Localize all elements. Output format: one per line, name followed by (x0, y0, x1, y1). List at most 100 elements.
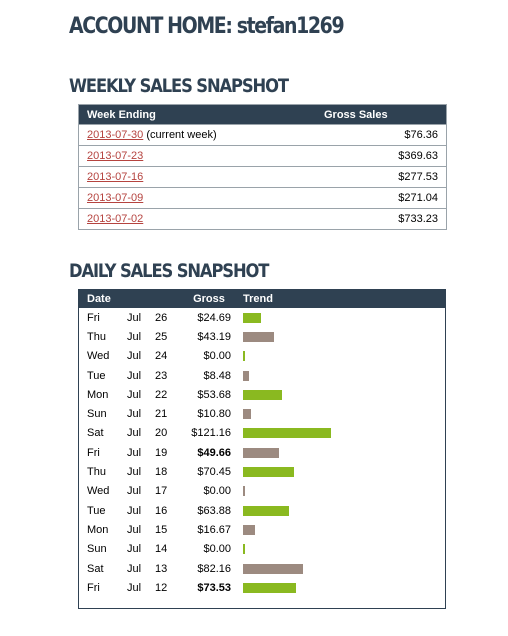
trend-bar (243, 389, 282, 400)
daily-row: Sat Jul 20 $121.16 (79, 424, 445, 443)
column-header-gross: Gross (187, 290, 231, 308)
trend-bar (243, 370, 249, 381)
trend-cell (231, 424, 445, 443)
daily-row: Wed Jul 17 $0.00 (79, 482, 445, 501)
weekly-row: 2013-07-02 $733.23 (78, 208, 447, 230)
date-cell: 26 (155, 311, 168, 324)
trend-cell (231, 520, 445, 539)
day-cell: Sat (87, 427, 104, 440)
weekly-header-row: Week Ending Gross Sales (78, 104, 447, 125)
daily-row: Wed Jul 24 $0.00 (79, 347, 445, 366)
week-ending-link[interactable]: 2013-07-09 (87, 192, 144, 204)
date-cell: 24 (155, 350, 168, 363)
weekly-row: 2013-07-23 $369.63 (78, 145, 447, 167)
day-cell: Wed (87, 485, 110, 498)
week-ending-link[interactable]: 2013-07-30 (87, 129, 144, 141)
daily-table-body: Fri Jul 26 $24.69 Thu Jul 25 $43.19 Wed Jul 24 $0.0… (79, 308, 445, 597)
trend-cell (231, 385, 445, 404)
daily-row: Sun Jul 14 $0.00 (79, 540, 445, 559)
trend-cell (231, 404, 445, 423)
month-cell: Jul (127, 562, 142, 575)
gross-cell: $53.68 (197, 388, 231, 401)
month-cell: Jul (127, 388, 142, 401)
week-ending-cell: 2013-07-23 (78, 145, 320, 167)
gross-cell: $121.16 (191, 427, 231, 440)
daily-row: Fri Jul 26 $24.69 (79, 308, 445, 327)
daily-row: Tue Jul 23 $8.48 (79, 366, 445, 385)
trend-cell (231, 540, 445, 559)
gross-cell: $0.00 (203, 485, 231, 498)
trend-bar (243, 486, 245, 497)
daily-row: Sun Jul 21 $10.80 (79, 404, 445, 423)
column-header-trend: Trend (231, 290, 445, 308)
day-cell: Thu (87, 330, 106, 343)
trend-bar (243, 409, 251, 420)
gross-cell: $10.80 (197, 408, 231, 421)
gross-cell: $8.48 (203, 369, 231, 382)
gross-cell: $43.19 (197, 330, 231, 343)
weekly-row: 2013-07-30 (current week) $76.36 (78, 124, 447, 146)
column-header-spacer (155, 290, 187, 308)
gross-sales-cell: $271.04 (320, 187, 447, 209)
daily-section-title: DAILY SALES SNAPSHOT (69, 260, 269, 282)
gross-sales-cell: $369.63 (320, 145, 447, 167)
trend-cell (231, 462, 445, 481)
week-ending-link[interactable]: 2013-07-16 (87, 171, 144, 183)
trend-cell (231, 366, 445, 385)
week-ending-cell: 2013-07-16 (78, 166, 320, 188)
day-cell: Fri (87, 581, 100, 594)
month-cell: Jul (127, 523, 142, 536)
daily-row: Tue Jul 16 $63.88 (79, 501, 445, 520)
trend-cell (231, 308, 445, 327)
weekly-section-title: WEEKLY SALES SNAPSHOT (69, 75, 289, 97)
weekly-row: 2013-07-16 $277.53 (78, 166, 447, 188)
column-header-week-ending: Week Ending (78, 104, 320, 125)
trend-bar (243, 428, 331, 439)
day-cell: Tue (87, 504, 106, 517)
trend-cell (231, 559, 445, 578)
daily-header-row: Date Gross Trend (79, 290, 445, 308)
daily-row: Fri Jul 19 $49.66 (79, 443, 445, 462)
month-cell: Jul (127, 543, 142, 556)
month-cell: Jul (127, 446, 142, 459)
daily-row: Fri Jul 12 $73.53 (79, 578, 445, 597)
trend-cell (231, 327, 445, 346)
gross-sales-cell: $76.36 (320, 124, 447, 146)
gross-cell: $16.67 (197, 523, 231, 536)
current-week-note: (current week) (143, 129, 217, 141)
gross-cell: $24.69 (197, 311, 231, 324)
column-header-spacer (127, 290, 155, 308)
day-cell: Tue (87, 369, 106, 382)
gross-cell: $82.16 (197, 562, 231, 575)
date-cell: 22 (155, 388, 168, 401)
column-header-gross-sales: Gross Sales (320, 104, 447, 125)
gross-cell: $0.00 (203, 543, 231, 556)
date-cell: 17 (155, 485, 168, 498)
gross-cell: $49.66 (197, 446, 231, 459)
column-header-date: Date (79, 290, 127, 308)
month-cell: Jul (127, 485, 142, 498)
trend-cell (231, 482, 445, 501)
week-ending-link[interactable]: 2013-07-23 (87, 150, 144, 162)
day-cell: Sun (87, 408, 107, 421)
date-cell: 21 (155, 408, 168, 421)
page-title: ACCOUNT HOME: stefan1269 (69, 14, 345, 39)
weekly-table-body: 2013-07-30 (current week) $76.36 2013-07-2… (78, 124, 447, 230)
date-cell: 20 (155, 427, 168, 440)
month-cell: Jul (127, 427, 142, 440)
trend-bar (243, 447, 279, 458)
trend-cell (231, 443, 445, 462)
trend-bar (243, 505, 289, 516)
trend-bar (243, 467, 294, 478)
day-cell: Sat (87, 562, 104, 575)
week-ending-link[interactable]: 2013-07-02 (87, 213, 144, 225)
trend-bar (243, 563, 303, 574)
trend-bar (243, 331, 274, 342)
gross-cell: $70.45 (197, 466, 231, 479)
week-ending-cell: 2013-07-30 (current week) (78, 124, 320, 146)
date-cell: 14 (155, 543, 168, 556)
month-cell: Jul (127, 311, 142, 324)
month-cell: Jul (127, 369, 142, 382)
weekly-row: 2013-07-09 $271.04 (78, 187, 447, 209)
weekly-sales-table: Week Ending Gross Sales 2013-07-30 (curr… (78, 104, 447, 230)
